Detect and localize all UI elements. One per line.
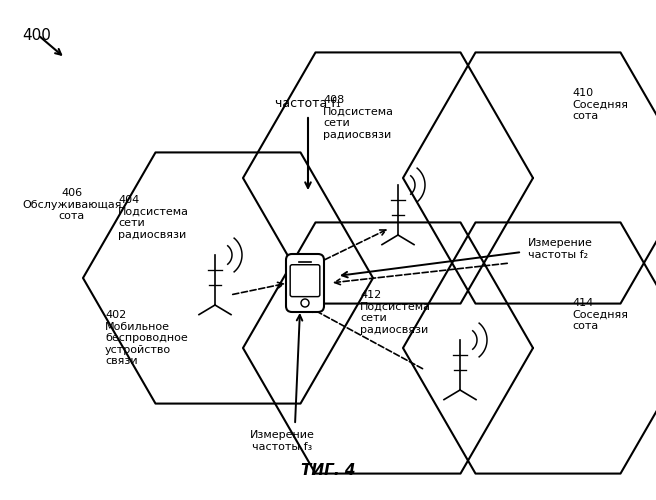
Text: 412
Подсистема
сети
радиосвязи: 412 Подсистема сети радиосвязи — [360, 290, 431, 335]
Text: 404
Подсистема
сети
радиосвязи: 404 Подсистема сети радиосвязи — [118, 195, 189, 240]
FancyBboxPatch shape — [286, 254, 324, 312]
Text: 402
Мобильное
беспроводное
устройство
связи: 402 Мобильное беспроводное устройство св… — [105, 310, 188, 366]
Text: ΤИГ. 4: ΤИГ. 4 — [300, 463, 356, 478]
Text: Измерение
частоты f₂: Измерение частоты f₂ — [528, 238, 593, 260]
Text: 408
Подсистема
сети
радиосвязи: 408 Подсистема сети радиосвязи — [323, 95, 394, 140]
Text: 400: 400 — [22, 28, 51, 43]
Text: 410
Соседняя
сота: 410 Соседняя сота — [572, 88, 628, 121]
Text: 406
Обслуживающая
сота: 406 Обслуживающая сота — [22, 188, 121, 221]
Circle shape — [301, 299, 309, 307]
Text: частота f₁: частота f₁ — [275, 97, 341, 110]
Text: Измерение
частоты f₃: Измерение частоты f₃ — [249, 430, 314, 452]
Text: 414
Соседняя
сота: 414 Соседняя сота — [572, 298, 628, 331]
FancyBboxPatch shape — [290, 264, 320, 296]
